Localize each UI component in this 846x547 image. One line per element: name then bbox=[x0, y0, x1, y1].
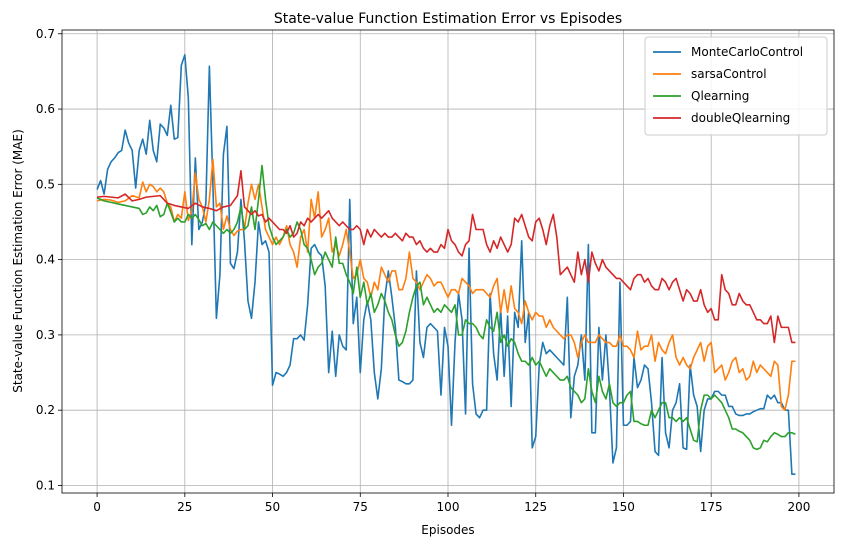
x-axis-title: Episodes bbox=[421, 523, 474, 537]
y-tick-label: 0.7 bbox=[36, 27, 55, 41]
x-tick-label: 100 bbox=[437, 500, 460, 514]
legend: MonteCarloControl sarsaControl Qlearning do… bbox=[644, 36, 828, 136]
x-tick-label: 0 bbox=[93, 500, 101, 514]
series-line-MonteCarloControl bbox=[96, 54, 796, 475]
y-axis-title: State-value Function Estimation Error (M… bbox=[11, 129, 25, 393]
x-tick-label: 75 bbox=[353, 500, 368, 514]
x-tick-label: 150 bbox=[612, 500, 635, 514]
y-tick-label: 0.2 bbox=[36, 403, 55, 417]
legend-label: doubleQlearning bbox=[691, 111, 790, 125]
y-axis-ticks: 0.1 0.2 0.3 0.4 0.5 0.6 0.7 bbox=[36, 27, 62, 492]
x-tick-label: 125 bbox=[524, 500, 547, 514]
y-tick-label: 0.1 bbox=[36, 478, 55, 492]
chart-title: State-value Function Estimation Error vs… bbox=[274, 11, 622, 27]
series-line-sarsaControl bbox=[96, 158, 796, 411]
series-line-Qlearning bbox=[96, 164, 796, 451]
legend-label: MonteCarloControl bbox=[691, 45, 803, 59]
y-tick-label: 0.4 bbox=[36, 253, 55, 267]
x-tick-label: 25 bbox=[177, 500, 192, 514]
legend-label: Qlearning bbox=[691, 89, 749, 103]
x-tick-label: 50 bbox=[265, 500, 280, 514]
legend-label: sarsaControl bbox=[691, 67, 767, 81]
y-tick-label: 0.3 bbox=[36, 328, 55, 342]
series-line-doubleQlearning bbox=[97, 169, 796, 344]
x-tick-label: 200 bbox=[787, 500, 810, 514]
legend-box bbox=[644, 36, 828, 136]
y-tick-label: 0.5 bbox=[36, 177, 55, 191]
y-tick-label: 0.6 bbox=[36, 102, 55, 116]
x-tick-label: 175 bbox=[700, 500, 723, 514]
series-lines bbox=[96, 54, 796, 475]
x-axis-ticks: 0 25 50 75 100 125 150 175 200 bbox=[93, 493, 810, 514]
